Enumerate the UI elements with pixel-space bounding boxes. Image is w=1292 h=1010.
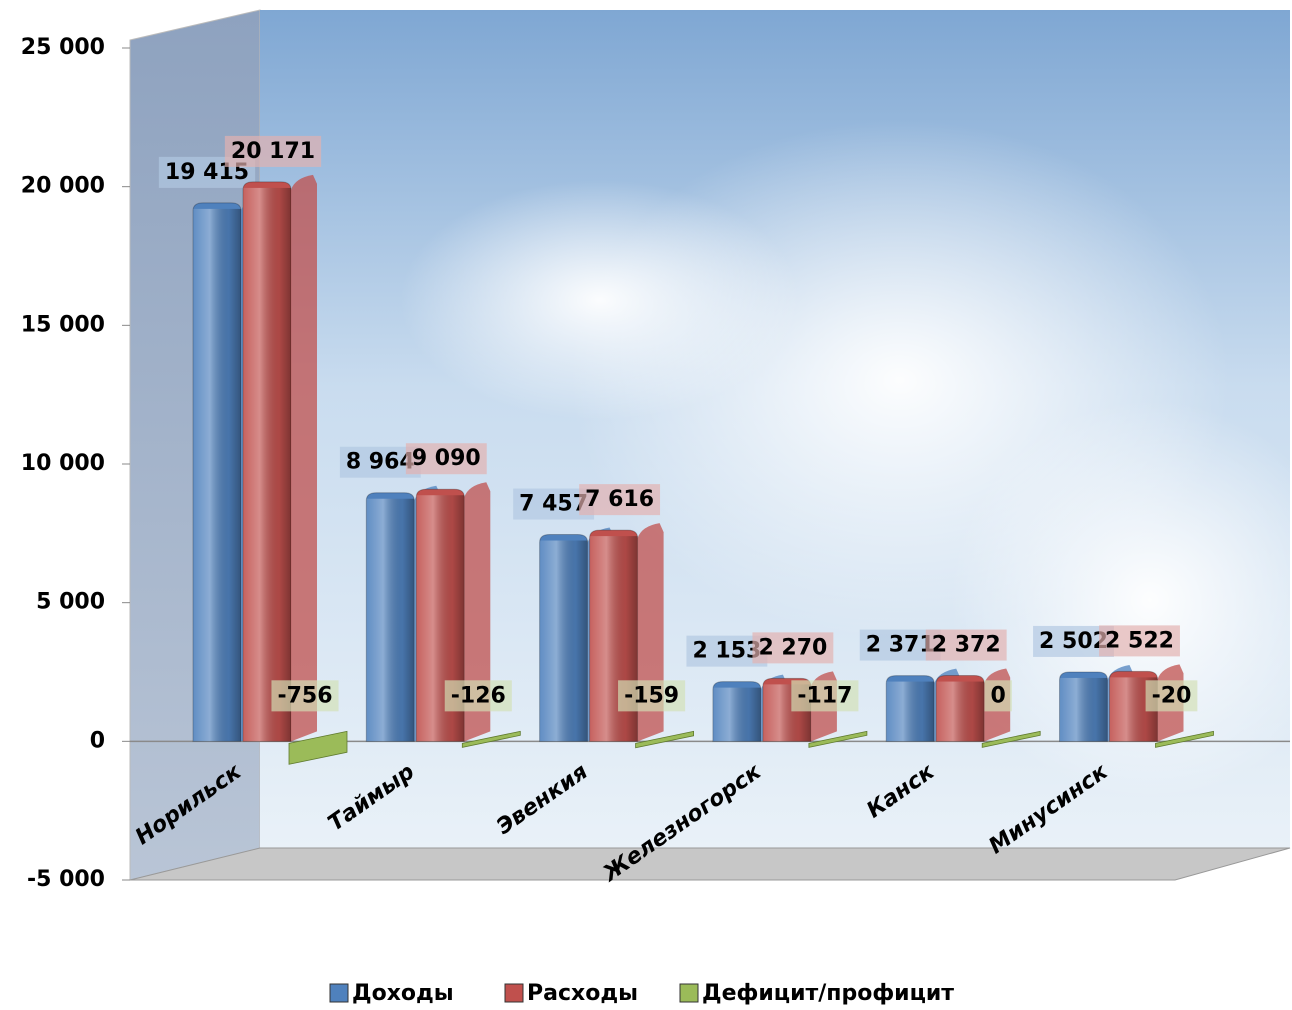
value-label-bg [984,680,1012,712]
value-label: 7 616 [579,484,661,516]
value-label-text: 20 171 [231,139,315,164]
cloud [950,400,1292,800]
value-label-text: -126 [451,683,506,708]
bar [288,730,348,765]
value-label: -756 [271,680,339,712]
value-label-bg [791,680,859,712]
value-label: 0 [984,680,1012,712]
value-label: 2 372 [925,629,1007,661]
legend-swatch [504,983,524,1003]
value-label-bg [1145,680,1198,712]
value-label: 2 522 [1099,625,1180,657]
value-label-text: -117 [797,683,852,708]
y-tick-label: -5 000 [27,867,105,892]
bar-side [291,174,317,742]
bar-shade [366,498,415,742]
cloud [400,180,800,420]
value-label-text: 2 270 [758,635,827,660]
value-label: -117 [791,680,859,712]
bar [1155,730,1214,748]
value-label-text: 2 502 [1039,629,1108,654]
bar [635,730,694,749]
value-label: -20 [1145,680,1198,712]
y-tick-label: 20 000 [21,174,105,199]
value-label-text: -159 [624,683,679,708]
legend: Доходы Расходы Дефицит/профицит [329,981,954,1006]
bar [808,730,868,748]
floor [129,847,1291,881]
legend-label: Доходы [352,981,454,1006]
value-label: 20 171 [224,135,322,167]
value-label-bg [444,680,512,712]
value-label: 9 090 [405,443,487,475]
value-label-text: 0 [991,683,1006,708]
value-label-text: 2 153 [692,639,761,664]
value-label-bg [405,443,487,475]
value-label-bg [925,629,1007,661]
value-label-bg [224,135,322,167]
value-label-bg [405,443,487,475]
value-label-bg [271,680,339,712]
value-label-text: -20 [1152,683,1192,708]
value-label: -159 [618,680,686,712]
value-label-text: 7 457 [519,492,588,517]
value-label-text: -756 [277,683,332,708]
value-label-bg [579,484,661,516]
bar-shade [1059,677,1108,742]
legend-swatch [679,983,699,1003]
value-label-bg [1099,625,1180,657]
value-label-bg [444,680,512,712]
value-label-bg [752,632,834,664]
value-label-text: 8 964 [346,450,415,475]
value-label-bg [925,629,1007,661]
value-label-text: 7 616 [585,487,654,512]
bar-shade [712,687,761,742]
value-label-bg [224,135,322,167]
bar [981,730,1041,748]
value-label-text: 2 372 [932,633,1001,658]
bar-shade [886,681,935,742]
value-label-text: 2 522 [1105,628,1174,653]
value-label-bg [271,680,339,712]
bar-shade [936,681,985,742]
y-tick-label: 15 000 [21,312,105,337]
value-label-bg [618,680,686,712]
value-label: 2 502 [1033,625,1114,657]
value-label-bg [1145,680,1198,712]
value-label-bg [984,680,1012,712]
legend-label: Расходы [527,981,638,1006]
value-label-bg [579,484,661,516]
bar [461,730,521,748]
bar-shade [539,540,588,742]
y-tick-label: 5 000 [36,590,105,615]
y-tick-label: 25 000 [21,35,105,60]
value-label-text: 9 090 [412,446,481,471]
value-label: -126 [444,680,512,712]
value-label-bg [752,632,834,664]
bar-side [464,482,491,742]
legend-swatch [329,983,349,1003]
value-label-bg [791,680,859,712]
value-label-text: 2 371 [866,633,935,658]
bar-shade [193,208,241,742]
bar-shade [243,187,291,742]
value-label: 2 270 [752,632,834,664]
value-label-bg [1099,625,1180,657]
legend-label: Дефицит/профицит [702,981,954,1006]
y-tick-label: 10 000 [21,451,105,476]
y-tick-label: 0 [90,728,105,753]
value-label-bg [618,680,686,712]
